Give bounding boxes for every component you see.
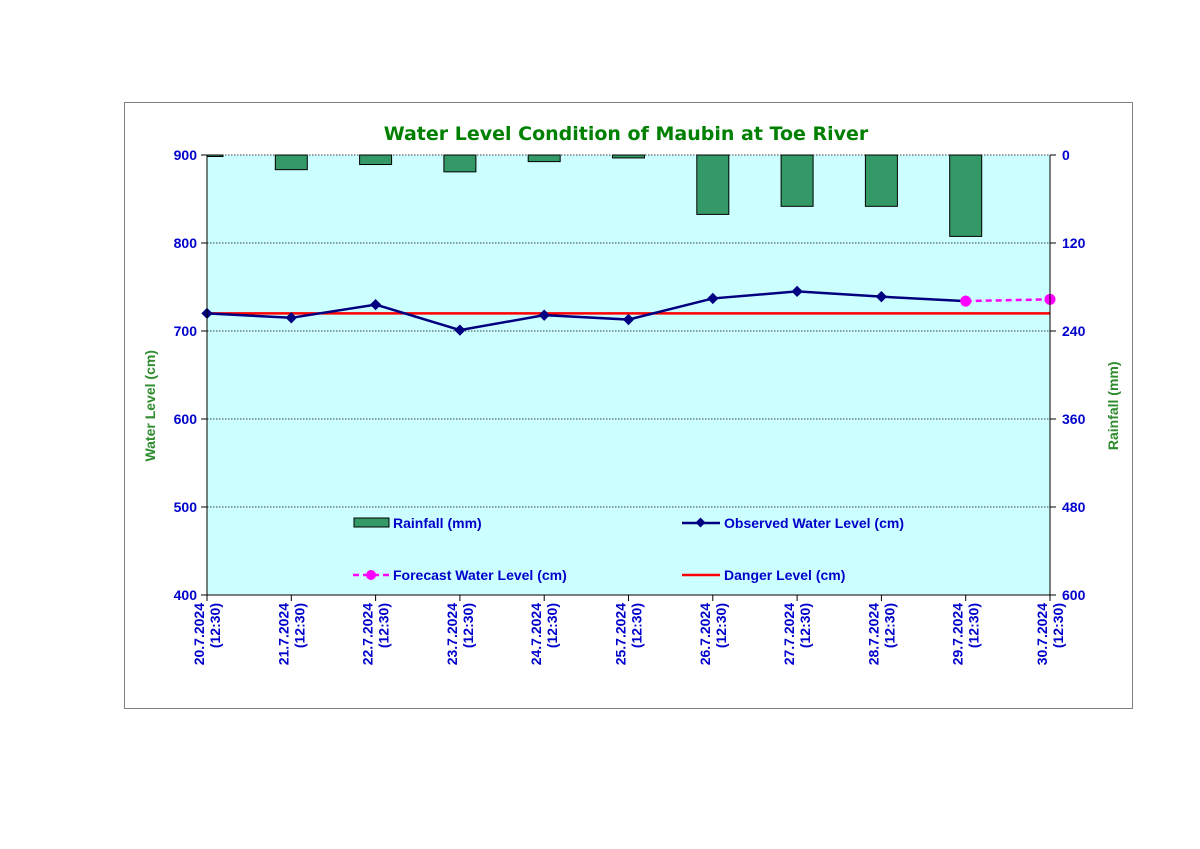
x-tick-label-date: 29.7.2024 xyxy=(950,603,966,665)
chart-title: Water Level Condition of Maubin at Toe R… xyxy=(384,123,869,145)
y-axis-title-right: Rainfall (mm) xyxy=(1105,361,1121,450)
rainfall-bar xyxy=(696,154,730,215)
x-tick-label-time: (12:30) xyxy=(291,603,307,648)
x-tick-label-date: 21.7.2024 xyxy=(275,603,291,665)
x-tick-label-date: 25.7.2024 xyxy=(613,603,629,665)
y-tick-label-right: 120 xyxy=(1062,235,1086,251)
x-tick-label-group: 21.7.2024 (12:30) xyxy=(275,603,307,665)
rainfall-bar xyxy=(527,154,561,163)
x-tick-label-group: 20.7.2024 (12:30) xyxy=(191,603,223,665)
x-tick-label-date: 26.7.2024 xyxy=(697,603,713,665)
x-tick-label-date: 27.7.2024 xyxy=(781,603,797,665)
legend-rainfall-swatch xyxy=(353,517,390,528)
observed-point xyxy=(791,285,803,298)
x-tick-label-group: 28.7.2024 (12:30) xyxy=(865,603,897,665)
y-tick-label-left: 900 xyxy=(174,147,198,163)
observed-water-level-line xyxy=(206,290,966,332)
observed-point xyxy=(707,292,719,305)
y-tick-label-right: 480 xyxy=(1062,499,1086,515)
x-tick-label-time: (12:30) xyxy=(1050,603,1066,648)
observed-point xyxy=(369,298,382,311)
x-tick-label-group: 22.7.2024 (12:30) xyxy=(360,603,392,665)
plot-background xyxy=(207,155,1050,595)
y-tick-label-right: 600 xyxy=(1062,587,1086,603)
x-tick-label-date: 24.7.2024 xyxy=(528,603,544,665)
y-tick-label-right: 0 xyxy=(1062,147,1070,163)
x-tick-label-time: (12:30) xyxy=(713,603,729,648)
y-tick-label-left: 500 xyxy=(174,499,198,515)
y-axis-title-left: Water Level (cm) xyxy=(142,350,158,462)
y-tick-label-left: 700 xyxy=(174,323,198,339)
legend-observed-marker xyxy=(695,517,706,528)
rainfall-bar xyxy=(443,154,477,173)
x-tick-label-group: 29.7.2024 (12:30) xyxy=(950,603,982,665)
chart-svg: 900 800 700 600 500 400 0 120 240 360 480 600 20.7.2… xyxy=(142,123,1121,665)
rainfall-bars xyxy=(206,154,983,237)
legend-observed-label: Observed Water Level (cm) xyxy=(724,515,904,531)
rainfall-bar xyxy=(612,154,645,159)
x-tick-label-group: 23.7.2024 (12:30) xyxy=(444,603,476,665)
legend-rainfall-label: Rainfall (mm) xyxy=(393,515,482,531)
rainfall-bar xyxy=(359,154,393,166)
observed-point xyxy=(538,309,550,321)
chart-frame: 900 800 700 600 500 400 0 120 240 360 480 600 20.7.2… xyxy=(124,102,1133,709)
y-tick-label-left: 800 xyxy=(174,235,198,251)
x-tick-label-time: (12:30) xyxy=(207,603,223,648)
observed-point xyxy=(285,312,297,324)
rainfall-bar xyxy=(206,154,224,157)
legend-danger-label: Danger Level (cm) xyxy=(724,567,845,583)
y-tick-label-left: 400 xyxy=(174,587,198,603)
x-tick-label-date: 22.7.2024 xyxy=(360,603,376,665)
forecast-point xyxy=(960,295,972,307)
y-tick-label-right: 240 xyxy=(1062,323,1086,339)
rainfall-bar xyxy=(949,154,983,237)
x-tick-label-time: (12:30) xyxy=(881,603,897,648)
x-tick-label-time: (12:30) xyxy=(966,603,982,648)
x-tick-label-date: 28.7.2024 xyxy=(865,603,881,665)
rainfall-bar xyxy=(780,154,814,207)
x-tick-label-group: 30.7.2024 (12:30) xyxy=(1034,603,1066,665)
rainfall-bar xyxy=(274,154,308,171)
forecast-water-level-line xyxy=(965,298,1051,303)
legend-forecast-marker xyxy=(366,570,376,580)
water-level-lines xyxy=(201,285,1056,336)
observed-point xyxy=(875,291,888,303)
x-tick-label-date: 30.7.2024 xyxy=(1034,603,1050,665)
legend-forecast-label: Forecast Water Level (cm) xyxy=(393,567,567,583)
x-tick-label-group: 24.7.2024 (12:30) xyxy=(528,603,560,665)
x-tick-label-time: (12:30) xyxy=(629,603,645,648)
x-tick-label-time: (12:30) xyxy=(797,603,813,648)
x-tick-label-time: (12:30) xyxy=(376,603,392,648)
x-tick-label-group: 25.7.2024 (12:30) xyxy=(613,603,645,665)
x-tick-label-date: 20.7.2024 xyxy=(191,603,207,665)
x-tick-label-time: (12:30) xyxy=(544,603,560,648)
x-tick-label-group: 26.7.2024 (12:30) xyxy=(697,603,729,665)
x-tick-label-group: 27.7.2024 (12:30) xyxy=(781,603,813,665)
x-tick-label-date: 23.7.2024 xyxy=(444,603,460,665)
rainfall-bar xyxy=(864,154,898,207)
observed-point xyxy=(454,324,466,336)
y-tick-label-left: 600 xyxy=(174,411,198,427)
y-tick-label-right: 360 xyxy=(1062,411,1086,427)
observed-point xyxy=(622,313,635,326)
axes: 900 800 700 600 500 400 0 120 240 360 480 600 20.7.2… xyxy=(174,147,1086,665)
legend: Rainfall (mm) Observed Water Level (cm) Fo… xyxy=(353,515,904,583)
x-tick-label-time: (12:30) xyxy=(460,603,476,648)
